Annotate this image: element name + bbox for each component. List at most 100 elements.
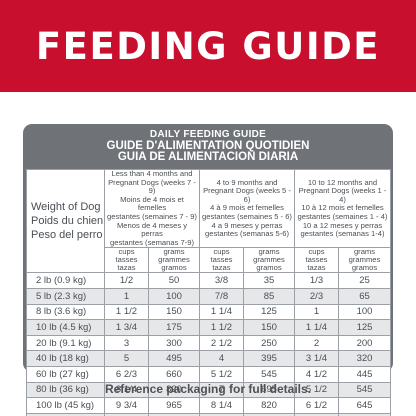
grams-cell: 125 <box>243 303 295 321</box>
table-row: 60 lb (27 kg) 6 2/3 660 5 1/2 545 4 1/2 445 <box>26 365 391 383</box>
age-line: 4 à 9 mois et femelles <box>210 203 284 213</box>
grams-cell: 85 <box>243 287 295 305</box>
age-line: 10 to 12 months and <box>307 177 378 187</box>
weight-cell: 20 lb (9.1 kg) <box>26 334 105 352</box>
weight-header-fr: Poids du chien <box>31 215 104 228</box>
header-banner: FEEDING GUIDE <box>0 0 416 92</box>
cups-cell: 1/3 <box>294 272 339 289</box>
cups-cell: 3/8 <box>199 272 244 289</box>
feeding-table-body: 2 lb (0.9 kg) 1/2 50 3/8 35 1/3 25 5 lb (2.3 kg… <box>26 272 391 416</box>
age-line: Pregnant Dogs (weeks 5 - 6) <box>203 186 291 204</box>
age-line: 10 à 12 mois et femelles <box>301 203 384 213</box>
cups-cell: 6 1/2 <box>294 397 339 414</box>
cups-header: cups tasses tazas <box>199 247 244 274</box>
grams-header: grams grammes gramos <box>243 247 295 274</box>
cups-cell: 3 <box>104 334 149 352</box>
grams-cell: 645 <box>338 397 391 414</box>
cups-cell: 1 <box>104 287 149 305</box>
age-line: Menos de 4 meses y perras <box>116 220 188 239</box>
cups-cell: 2 1/2 <box>199 334 244 352</box>
grams-cell: 100 <box>148 287 200 305</box>
table-row: 10 lb (4.5 kg) 1 3/4 175 1 1/2 150 1 1/4 125 <box>26 319 391 336</box>
table-row: 80 lb (36 kg) 8 1/4 820 7 695 5 1/2 545 <box>26 381 391 399</box>
age-line: 10 a 12 meses y perras <box>302 220 383 230</box>
cups-cell: 1 1/2 <box>104 303 149 321</box>
age-line: gestantes (semaines 5 - 6) <box>202 211 292 221</box>
grams-cell: 35 <box>243 272 295 289</box>
card-title-en: DAILY FEEDING GUIDE <box>149 129 267 140</box>
age-line: Pregnant Dogs (weeks 7 - 9) <box>108 177 196 196</box>
cups-cell: 2 <box>294 334 339 352</box>
cups-cell: 8 1/4 <box>199 397 244 414</box>
grams-cell: 25 <box>338 272 391 289</box>
grams-cell: 200 <box>338 334 391 352</box>
feeding-guide-card: DAILY FEEDING GUIDE GUIDE D'ALIMENTATION… <box>23 124 393 416</box>
table-row: 5 lb (2.3 kg) 1 100 7/8 85 2/3 65 <box>26 287 391 305</box>
cups-cell: 1 1/4 <box>294 319 339 336</box>
grams-cell: 545 <box>243 365 295 383</box>
table-row: 8 lb (3.6 kg) 1 1/2 150 1 1/4 125 1 100 <box>26 303 391 321</box>
cups-cell: 1 1/2 <box>199 319 244 336</box>
cups-cell: 1/2 <box>104 272 149 289</box>
age-group-header: Less than 4 months and Pregnant Dogs (we… <box>104 168 200 249</box>
grams-cell: 250 <box>243 334 295 352</box>
age-group-header: 10 to 12 months and Pregnant Dogs (weeks… <box>294 168 391 249</box>
grams-cell: 495 <box>148 350 200 367</box>
grams-cell: 300 <box>148 334 200 352</box>
grams-header: grams grammes gramos <box>338 247 391 274</box>
grams-cell: 965 <box>148 397 200 414</box>
table-row: 100 lb (45 kg) 9 3/4 965 8 1/4 820 6 1/2 645 <box>26 397 391 414</box>
cups-cell: 7 <box>199 381 244 399</box>
cups-cell: 5 1/2 <box>199 365 244 383</box>
cups-cell: 4 1/2 <box>294 365 339 383</box>
table-row: 40 lb (18 kg) 5 495 4 395 3 1/4 320 <box>26 350 391 367</box>
cups-cell: 6 2/3 <box>104 365 149 383</box>
card-title-es: GUIA DE ALIMENTACION DIARIA <box>117 151 299 163</box>
weight-header-es: Peso del perro <box>31 229 103 242</box>
cups-cell: 3 1/4 <box>294 350 339 367</box>
grams-cell: 695 <box>243 381 295 399</box>
grams-cell: 150 <box>148 303 200 321</box>
age-line: gestantes (semaines 7 - 9) <box>107 211 197 221</box>
weight-cell: 5 lb (2.3 kg) <box>26 287 105 305</box>
grams-cell: 320 <box>338 350 391 367</box>
grams-cell: 100 <box>338 303 391 321</box>
cups-cell: 7/8 <box>199 287 244 305</box>
unit-header-row: cups tasses tazas grams grammes gramos cups t… <box>27 247 391 274</box>
grams-cell: 395 <box>243 350 295 367</box>
weight-header-en: Weight of Dog <box>31 201 101 214</box>
age-line: 4 a 9 meses y perras <box>211 220 283 230</box>
footer-note: Reference packaging for full details. <box>104 382 312 396</box>
grams-cell: 125 <box>338 319 391 336</box>
age-line: gestantes (semanas 1-4) <box>300 229 385 239</box>
grams-cell: 175 <box>148 319 200 336</box>
age-header-row: Weight of Dog Poids du chien Peso del pe… <box>26 168 391 274</box>
cups-cell: 4 <box>199 350 244 367</box>
age-group-header: 4 to 9 months and Pregnant Dogs (weeks 5… <box>199 168 295 249</box>
cups-header: cups tasses tazas <box>294 247 339 274</box>
grams-cell: 150 <box>243 319 295 336</box>
table-row: 20 lb (9.1 kg) 3 300 2 1/2 250 2 200 <box>26 334 391 352</box>
age-line: Moins de 4 mois et femelles <box>120 194 184 213</box>
cups-cell: 1 1/4 <box>199 303 244 321</box>
age-line: gestantes (semaines 1 - 4) <box>297 211 388 221</box>
weight-cell: 80 lb (36 kg) <box>26 381 105 399</box>
weight-cell: 8 lb (3.6 kg) <box>26 303 105 321</box>
grams-cell: 660 <box>148 365 200 383</box>
card-title-fr: GUIDE D'ALIMENTATION QUOTIDIEN <box>106 139 310 152</box>
grams-header: grams grammes gramos <box>148 247 200 274</box>
cups-cell: 1 3/4 <box>104 319 149 336</box>
cups-cell: 9 3/4 <box>104 397 149 414</box>
age-line: Pregnant Dogs (weeks 1 - 4) <box>298 186 387 204</box>
weight-cell: 100 lb (45 kg) <box>26 397 105 414</box>
cups-header: cups tasses tazas <box>104 247 149 274</box>
cups-cell: 5 <box>104 350 149 367</box>
cups-cell: 1 <box>294 303 339 321</box>
cups-cell: 8 1/4 <box>104 381 149 399</box>
age-line: gestantes (semanas 5-6) <box>205 229 289 239</box>
grams-cell: 445 <box>338 365 391 383</box>
weight-cell: 10 lb (4.5 kg) <box>26 319 105 336</box>
card-heading: DAILY FEEDING GUIDE GUIDE D'ALIMENTATION… <box>23 129 393 169</box>
banner-title: FEEDING GUIDE <box>35 24 381 68</box>
grams-cell: 50 <box>148 272 200 289</box>
